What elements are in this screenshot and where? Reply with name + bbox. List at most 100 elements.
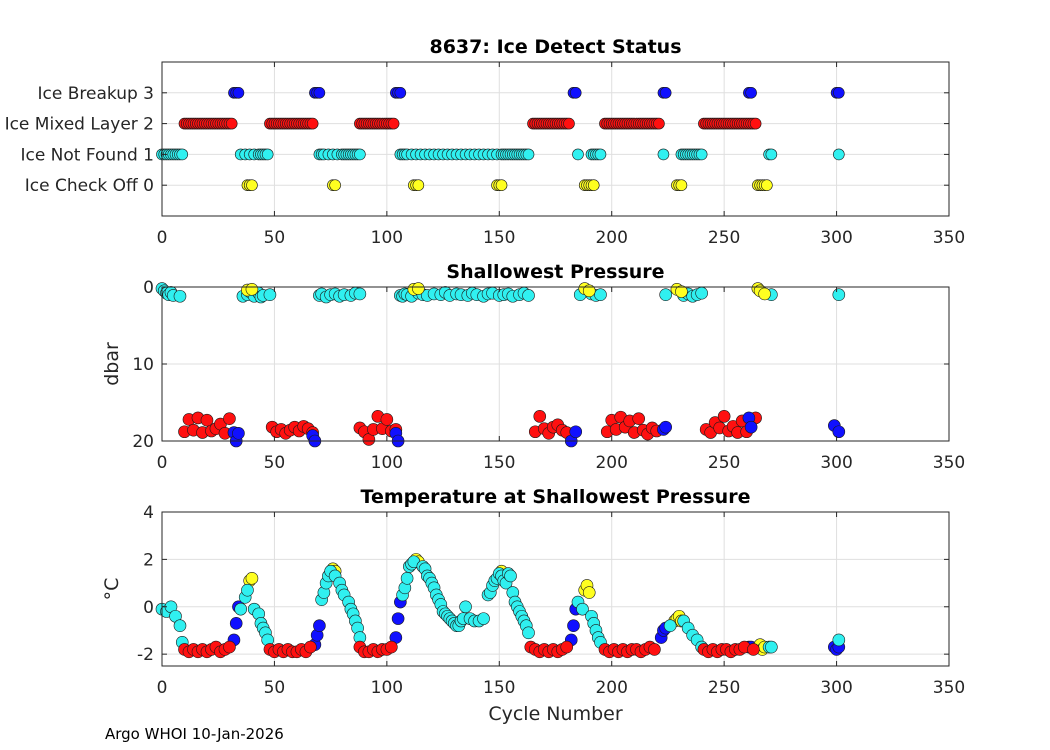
data-point (261, 148, 274, 161)
data-point (653, 117, 665, 130)
data-point (632, 412, 645, 425)
data-point (594, 288, 607, 302)
data-point (695, 148, 708, 161)
data-point (533, 410, 547, 423)
data-point (567, 619, 580, 633)
data-point (200, 413, 214, 427)
x-tick-label: 0 (157, 678, 168, 698)
data-point (576, 602, 589, 616)
x-tick-label: 50 (264, 678, 286, 698)
y-tick-label: Ice Check Off 0 (25, 176, 154, 196)
data-point (391, 612, 405, 625)
y-tick-label: 20 (132, 432, 154, 452)
data-point (412, 179, 425, 191)
data-point (758, 287, 771, 301)
x-tick-label: 0 (157, 453, 168, 473)
x-tick-label: 50 (264, 228, 286, 248)
data-point (569, 425, 583, 439)
data-point (173, 619, 187, 633)
data-point (663, 619, 677, 633)
data-point (263, 288, 277, 302)
data-point (223, 412, 236, 425)
plot-area (162, 512, 949, 666)
data-point (717, 410, 731, 423)
chart-title: 8637: Ice Detect Status (429, 36, 681, 58)
data-point (747, 643, 760, 656)
y-axis-label: dbar (101, 342, 123, 386)
data-point (245, 572, 259, 585)
series-ice-breakup (228, 87, 845, 99)
data-point (657, 148, 670, 161)
data-point (659, 87, 672, 99)
x-tick-label: 100 (371, 228, 403, 248)
data-point (380, 413, 394, 426)
x-tick-label: 100 (371, 678, 403, 698)
x-axis-label: Cycle Number (488, 703, 622, 725)
data-point (572, 148, 584, 161)
data-point (400, 572, 414, 585)
data-point (504, 569, 517, 583)
data-point (695, 286, 708, 300)
data-point (241, 583, 254, 597)
x-tick-label: 300 (820, 453, 852, 473)
axes-frame (161, 511, 950, 667)
y-tick-label: Ice Mixed Layer 2 (5, 115, 154, 135)
data-point (569, 87, 582, 99)
plot-area (162, 62, 949, 216)
data-point (582, 284, 596, 298)
data-point (394, 87, 407, 99)
x-tick-label: 100 (371, 453, 403, 473)
axes-frame (161, 61, 950, 217)
data-point (459, 600, 472, 614)
data-point (173, 289, 187, 303)
x-tick-label: 350 (933, 453, 965, 473)
x-tick-label: 300 (820, 228, 852, 248)
data-point (744, 420, 758, 434)
data-point (749, 117, 762, 130)
chart-2: 0 50 100 150 200 250 300 350 0 10 20 Shallowest Pre… (101, 261, 965, 473)
x-tick-label: 150 (483, 228, 515, 248)
data-point (675, 285, 688, 298)
credit-text: Argo WHOI 10-Jan-2026 (105, 725, 284, 743)
data-point (353, 287, 367, 301)
series-ice-mixed-layer (178, 640, 760, 659)
series-ice-not-found (156, 148, 845, 161)
data-point (495, 179, 508, 191)
data-point (765, 148, 778, 161)
data-point (587, 179, 600, 191)
series-ice-check-off (241, 179, 773, 191)
x-tick-label: 250 (708, 453, 740, 473)
data-point (648, 643, 661, 656)
data-point (594, 148, 607, 161)
y-tick-label: 4 (143, 503, 154, 523)
series-ice-check-off (241, 282, 771, 301)
y-tick-label: Ice Not Found 1 (20, 145, 154, 165)
data-point (354, 148, 366, 161)
y-axis-label: °C (101, 578, 123, 601)
y-tick-label: 10 (132, 355, 154, 375)
x-tick-label: 150 (483, 453, 515, 473)
data-point (245, 283, 259, 296)
data-point (229, 617, 243, 630)
data-point (833, 148, 845, 161)
data-point (582, 586, 596, 599)
data-point (234, 602, 247, 616)
chart-title: Shallowest Pressure (446, 261, 664, 283)
x-tick-label: 250 (708, 228, 740, 248)
data-point (560, 640, 574, 654)
data-point (313, 619, 326, 633)
data-point (761, 179, 773, 191)
chart-1: 0 50 100 150 200 250 300 350 Ice Breakup 3 Ice Mi… (5, 36, 966, 248)
data-point (329, 179, 341, 191)
data-point (232, 87, 245, 99)
x-tick-label: 250 (708, 678, 740, 698)
data-point (832, 633, 846, 647)
y-tick-label: 0 (143, 598, 154, 618)
data-point (659, 420, 672, 434)
data-point (745, 87, 757, 99)
x-tick-label: 200 (595, 678, 627, 698)
x-tick-label: 0 (157, 228, 168, 248)
data-point (387, 117, 400, 130)
data-point (833, 87, 845, 99)
chart-title: Temperature at Shallowest Pressure (361, 486, 751, 508)
